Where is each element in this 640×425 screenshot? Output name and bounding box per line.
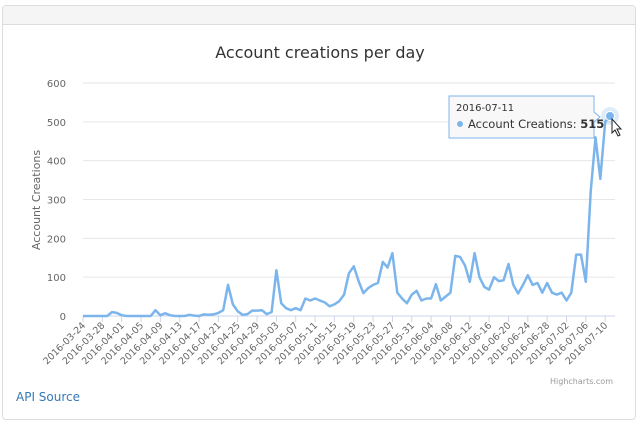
hovered-data-point[interactable] xyxy=(605,111,615,122)
mouse-cursor-icon xyxy=(611,117,623,137)
y-tick-label: 100 xyxy=(47,273,66,284)
y-tick-label: 400 xyxy=(47,157,66,168)
credits[interactable]: Highcharts.com xyxy=(550,377,613,386)
y-axis-title: Account Creations xyxy=(30,150,43,250)
y-tick-label: 500 xyxy=(47,118,66,129)
y-tick-label: 300 xyxy=(47,196,66,207)
tooltip-colon: : xyxy=(573,117,581,131)
series-line-account-creations xyxy=(83,115,611,318)
y-tick-label: 600 xyxy=(47,79,66,90)
api-source-link[interactable]: API Source xyxy=(16,390,81,404)
panel-header xyxy=(3,6,635,25)
y-tick-label: 200 xyxy=(47,234,66,245)
tooltip: 2016-07-11 Account Creations: 515 xyxy=(448,95,604,139)
tooltip-series-name: Account Creations xyxy=(468,117,573,131)
chart-title: Account creations per day xyxy=(215,43,425,62)
chart-panel xyxy=(2,5,636,420)
tooltip-series-dot xyxy=(457,121,463,127)
y-tick-label: 0 xyxy=(60,312,66,323)
tooltip-value: 515 xyxy=(580,117,604,131)
tooltip-line: Account Creations: 515 xyxy=(468,117,604,131)
tooltip-date: 2016-07-11 xyxy=(456,103,514,114)
